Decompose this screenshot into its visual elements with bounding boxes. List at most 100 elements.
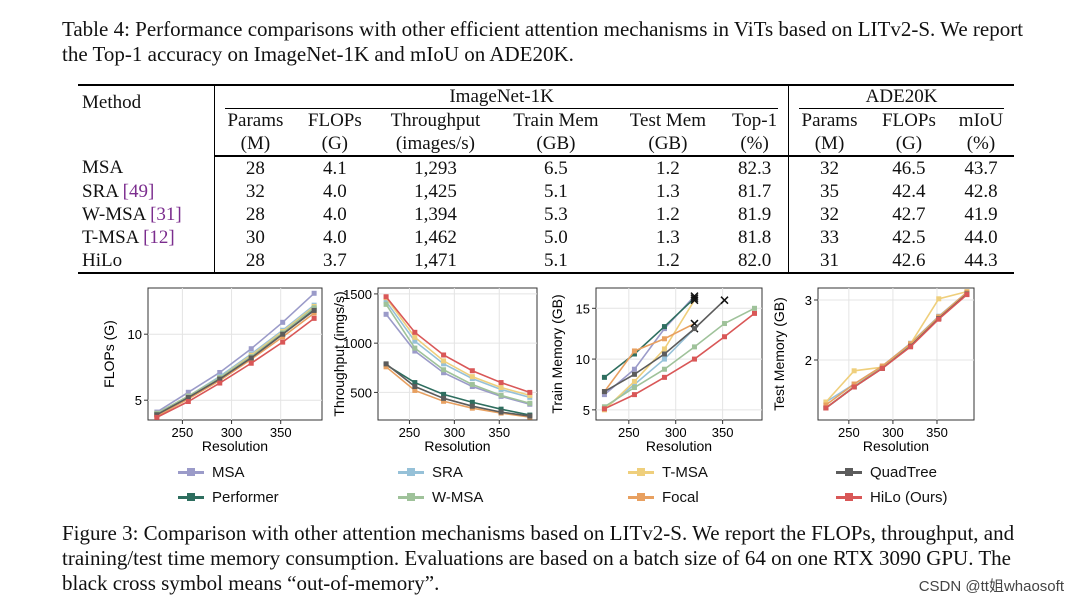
watermark: CSDN @tt姐whaosoft xyxy=(918,578,1064,595)
data-point xyxy=(217,380,223,386)
series-line xyxy=(385,364,530,416)
table-cell: 82.3 xyxy=(721,156,790,180)
data-point xyxy=(412,338,418,344)
x-tick-label: 250 xyxy=(618,425,640,440)
data-point xyxy=(383,311,389,317)
series-line xyxy=(604,307,755,408)
test-memory-plot: 250 300 350 2 3 Resolution Test Memory (GB) xyxy=(771,287,975,454)
citation-link[interactable]: [12] xyxy=(143,226,175,248)
col-header: Top-1 xyxy=(721,109,790,132)
data-point xyxy=(964,292,970,298)
y-tick-label: 2 xyxy=(805,353,812,368)
data-point xyxy=(691,344,697,350)
series-line xyxy=(385,303,531,405)
data-point xyxy=(851,384,857,390)
method-name: HiLo xyxy=(82,249,123,271)
table-cell: 41.9 xyxy=(964,203,998,225)
table-cell: 1,425 xyxy=(414,180,457,202)
data-point xyxy=(721,334,727,340)
table-cell: 4.1 xyxy=(322,157,347,179)
series-line xyxy=(385,300,531,399)
series-line xyxy=(156,309,315,416)
table-cell: 28 xyxy=(214,249,296,274)
y-tick-label: 15 xyxy=(576,301,590,316)
legend-label: Performer xyxy=(212,489,279,506)
data-point xyxy=(823,402,829,408)
data-point xyxy=(601,374,607,380)
row-method: MSA xyxy=(78,156,216,180)
method-name: MSA xyxy=(82,157,124,178)
legend-swatch xyxy=(398,493,424,501)
data-point xyxy=(498,409,504,415)
col-header: mIoU xyxy=(958,109,1004,131)
table-cell: 42.8 xyxy=(964,180,998,202)
data-point xyxy=(498,384,504,390)
table-cell: 5.0 xyxy=(544,226,568,248)
oom-cross-marker xyxy=(690,296,699,305)
data-point xyxy=(631,378,637,384)
legend-swatch xyxy=(398,468,424,476)
legend-label: QuadTree xyxy=(870,464,937,481)
data-point xyxy=(661,336,667,342)
data-point xyxy=(661,351,667,357)
data-point xyxy=(721,321,727,327)
data-point xyxy=(441,370,447,376)
data-point xyxy=(751,310,757,316)
table-cell: 5.1 xyxy=(544,180,568,202)
data-point xyxy=(691,326,697,332)
data-point xyxy=(441,361,447,367)
table-cell: 5.1 xyxy=(497,249,615,274)
table-row: SRA [49] 32 4.0 1,425 5.1 1.3 81.7 35 42.4 42.8 xyxy=(78,180,1014,203)
table-cell: 42.7 xyxy=(892,203,926,225)
legend-item: W-MSA xyxy=(398,489,483,506)
data-point xyxy=(936,296,942,302)
legend-label: SRA xyxy=(432,464,463,481)
group-ade20k: ADE20K xyxy=(799,86,1004,109)
figure-caption: Figure 3: Comparison with other attentio… xyxy=(62,521,1015,595)
table-cell: 81.9 xyxy=(721,203,790,226)
data-point xyxy=(441,367,447,373)
y-tick-label: 10 xyxy=(128,327,142,342)
table-cell: 1,293 xyxy=(414,157,457,179)
table-cell: 82.0 xyxy=(721,249,790,274)
col-header: Params xyxy=(227,109,284,131)
table-cell: 4.0 xyxy=(322,203,347,225)
data-point xyxy=(441,358,447,364)
data-point xyxy=(631,348,637,354)
series-line xyxy=(156,312,315,417)
data-point xyxy=(527,400,533,406)
y-tick-label: 5 xyxy=(583,403,590,418)
method-name: SRA xyxy=(82,180,118,202)
citation-link[interactable]: [49] xyxy=(122,180,155,202)
data-point xyxy=(311,315,317,321)
row-method: W-MSA [31] xyxy=(78,203,216,226)
table-cell: 32 xyxy=(245,180,265,202)
x-axis-label: Resolution xyxy=(646,438,712,454)
data-point xyxy=(412,387,418,393)
table-cell: 1.2 xyxy=(656,203,680,225)
x-tick-label: 250 xyxy=(838,425,860,440)
data-point xyxy=(823,399,829,405)
legend-label: HiLo (Ours) xyxy=(870,489,948,506)
table-row: HiLo 28 3.7 1,471 5.1 1.2 82.0 31 42.6 44.3 xyxy=(78,249,1014,274)
data-point xyxy=(527,389,533,395)
data-point xyxy=(412,329,418,335)
data-point xyxy=(661,356,667,362)
table-cell: 28 xyxy=(245,157,265,179)
table-cell: 28 xyxy=(245,203,265,225)
y-tick-label: 5 xyxy=(135,393,142,408)
table-cell: 1,471 xyxy=(373,249,498,274)
x-tick-label: 300 xyxy=(444,425,466,440)
data-point xyxy=(311,307,317,313)
data-point xyxy=(311,310,317,316)
row-method: SRA [49] xyxy=(78,180,216,203)
data-point xyxy=(311,305,317,311)
citation-link[interactable]: [31] xyxy=(150,203,182,225)
col-unit: (G) xyxy=(295,132,374,157)
x-tick-label: 300 xyxy=(665,425,687,440)
legend-item: HiLo (Ours) xyxy=(836,489,948,506)
data-point xyxy=(631,366,637,372)
col-unit: (M) xyxy=(788,132,870,157)
table-cell: 46.5 xyxy=(892,157,926,179)
data-point xyxy=(383,298,389,304)
